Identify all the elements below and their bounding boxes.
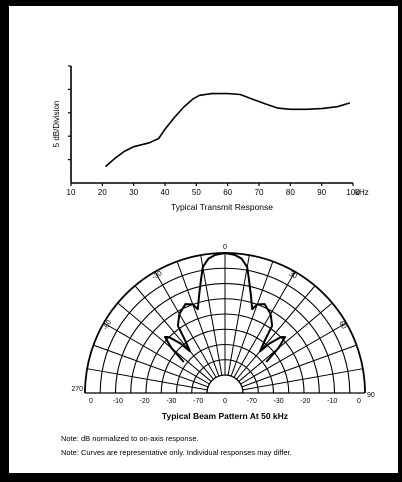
polar-center-hub — [206, 374, 244, 394]
angle-label: 30 — [288, 271, 298, 281]
radial-label-group: 0 -10 -20 -30 -70 0 -70 -30 -20 -10 0 — [89, 398, 361, 405]
beam-pattern-chart: 0 -30 30 -60 60 270 90 0 -10 -20 -30 -70 0 -70 -30 -20… — [71, 244, 375, 421]
radial-tick-label: -20 — [140, 398, 150, 405]
x-tick-label: 20 — [98, 188, 107, 197]
radial-tick-label: -30 — [274, 398, 284, 405]
chart-title: Typical Transmit Response — [171, 202, 273, 212]
transmit-response-chart: 10 20 30 40 50 60 70 80 90 100 kHz 5 dB/Division … — [52, 65, 369, 212]
y-tick-group — [68, 65, 71, 161]
x-tick-label: 80 — [286, 188, 295, 197]
polar-angle-lines — [85, 253, 365, 394]
angle-label: 270 — [71, 386, 83, 393]
x-tick-label: 60 — [223, 188, 232, 197]
x-tick-label: 40 — [161, 188, 170, 197]
x-tick-label: 10 — [67, 188, 76, 197]
x-tick-label: 30 — [129, 188, 138, 197]
radial-tick-label: -30 — [166, 398, 176, 405]
angle-line — [154, 271, 217, 378]
angle-line — [103, 322, 210, 385]
angle-line — [240, 322, 347, 385]
angle-line — [236, 285, 316, 380]
radial-tick-label: 0 — [357, 398, 361, 405]
x-tick-group — [70, 183, 354, 186]
radial-tick-label: -70 — [193, 398, 203, 405]
angle-line — [117, 302, 212, 382]
angle-label: 60 — [337, 320, 347, 330]
y-axis-label: 5 dB/Division — [52, 101, 61, 148]
angle-label: -60 — [102, 319, 113, 331]
angle-line — [87, 368, 208, 391]
series-line — [104, 92, 351, 168]
angle-line — [200, 255, 223, 376]
radial-tick-label: 0 — [223, 398, 227, 405]
angle-line — [238, 302, 333, 382]
x-tick-label-group: 10 20 30 40 50 60 70 80 90 100 — [67, 188, 361, 197]
chart-title: Typical Beam Pattern At 50 kHz — [162, 411, 288, 421]
angle-line — [227, 255, 250, 376]
angle-label: 90 — [367, 392, 375, 399]
x-unit-label: kHz — [355, 188, 369, 197]
angle-line — [176, 261, 220, 377]
x-tick-label: 100 — [346, 188, 360, 197]
radial-tick-label: -10 — [327, 398, 337, 405]
angle-line — [241, 344, 357, 388]
x-tick-label: 70 — [255, 188, 264, 197]
angle-line — [93, 344, 209, 388]
radial-tick-label: -70 — [247, 398, 257, 405]
x-tick-label: 50 — [192, 188, 201, 197]
angle-line — [230, 261, 274, 377]
angle-label-group: 0 -30 30 -60 60 270 90 — [71, 244, 375, 399]
angle-line — [233, 271, 296, 378]
note-representative: Note: Curves are representative only. In… — [61, 448, 292, 457]
beam-pattern-curve — [164, 252, 286, 363]
angle-label: 0 — [223, 244, 227, 251]
radial-tick-label: -20 — [300, 398, 310, 405]
angle-line — [134, 285, 214, 380]
angle-line — [242, 368, 363, 391]
note-normalized: Note: dB normalized to on-axis response. — [61, 434, 199, 443]
x-tick-label: 90 — [317, 188, 326, 197]
radial-tick-label: 0 — [89, 398, 93, 405]
angle-label: -30 — [151, 270, 163, 281]
radial-tick-label: -10 — [113, 398, 123, 405]
